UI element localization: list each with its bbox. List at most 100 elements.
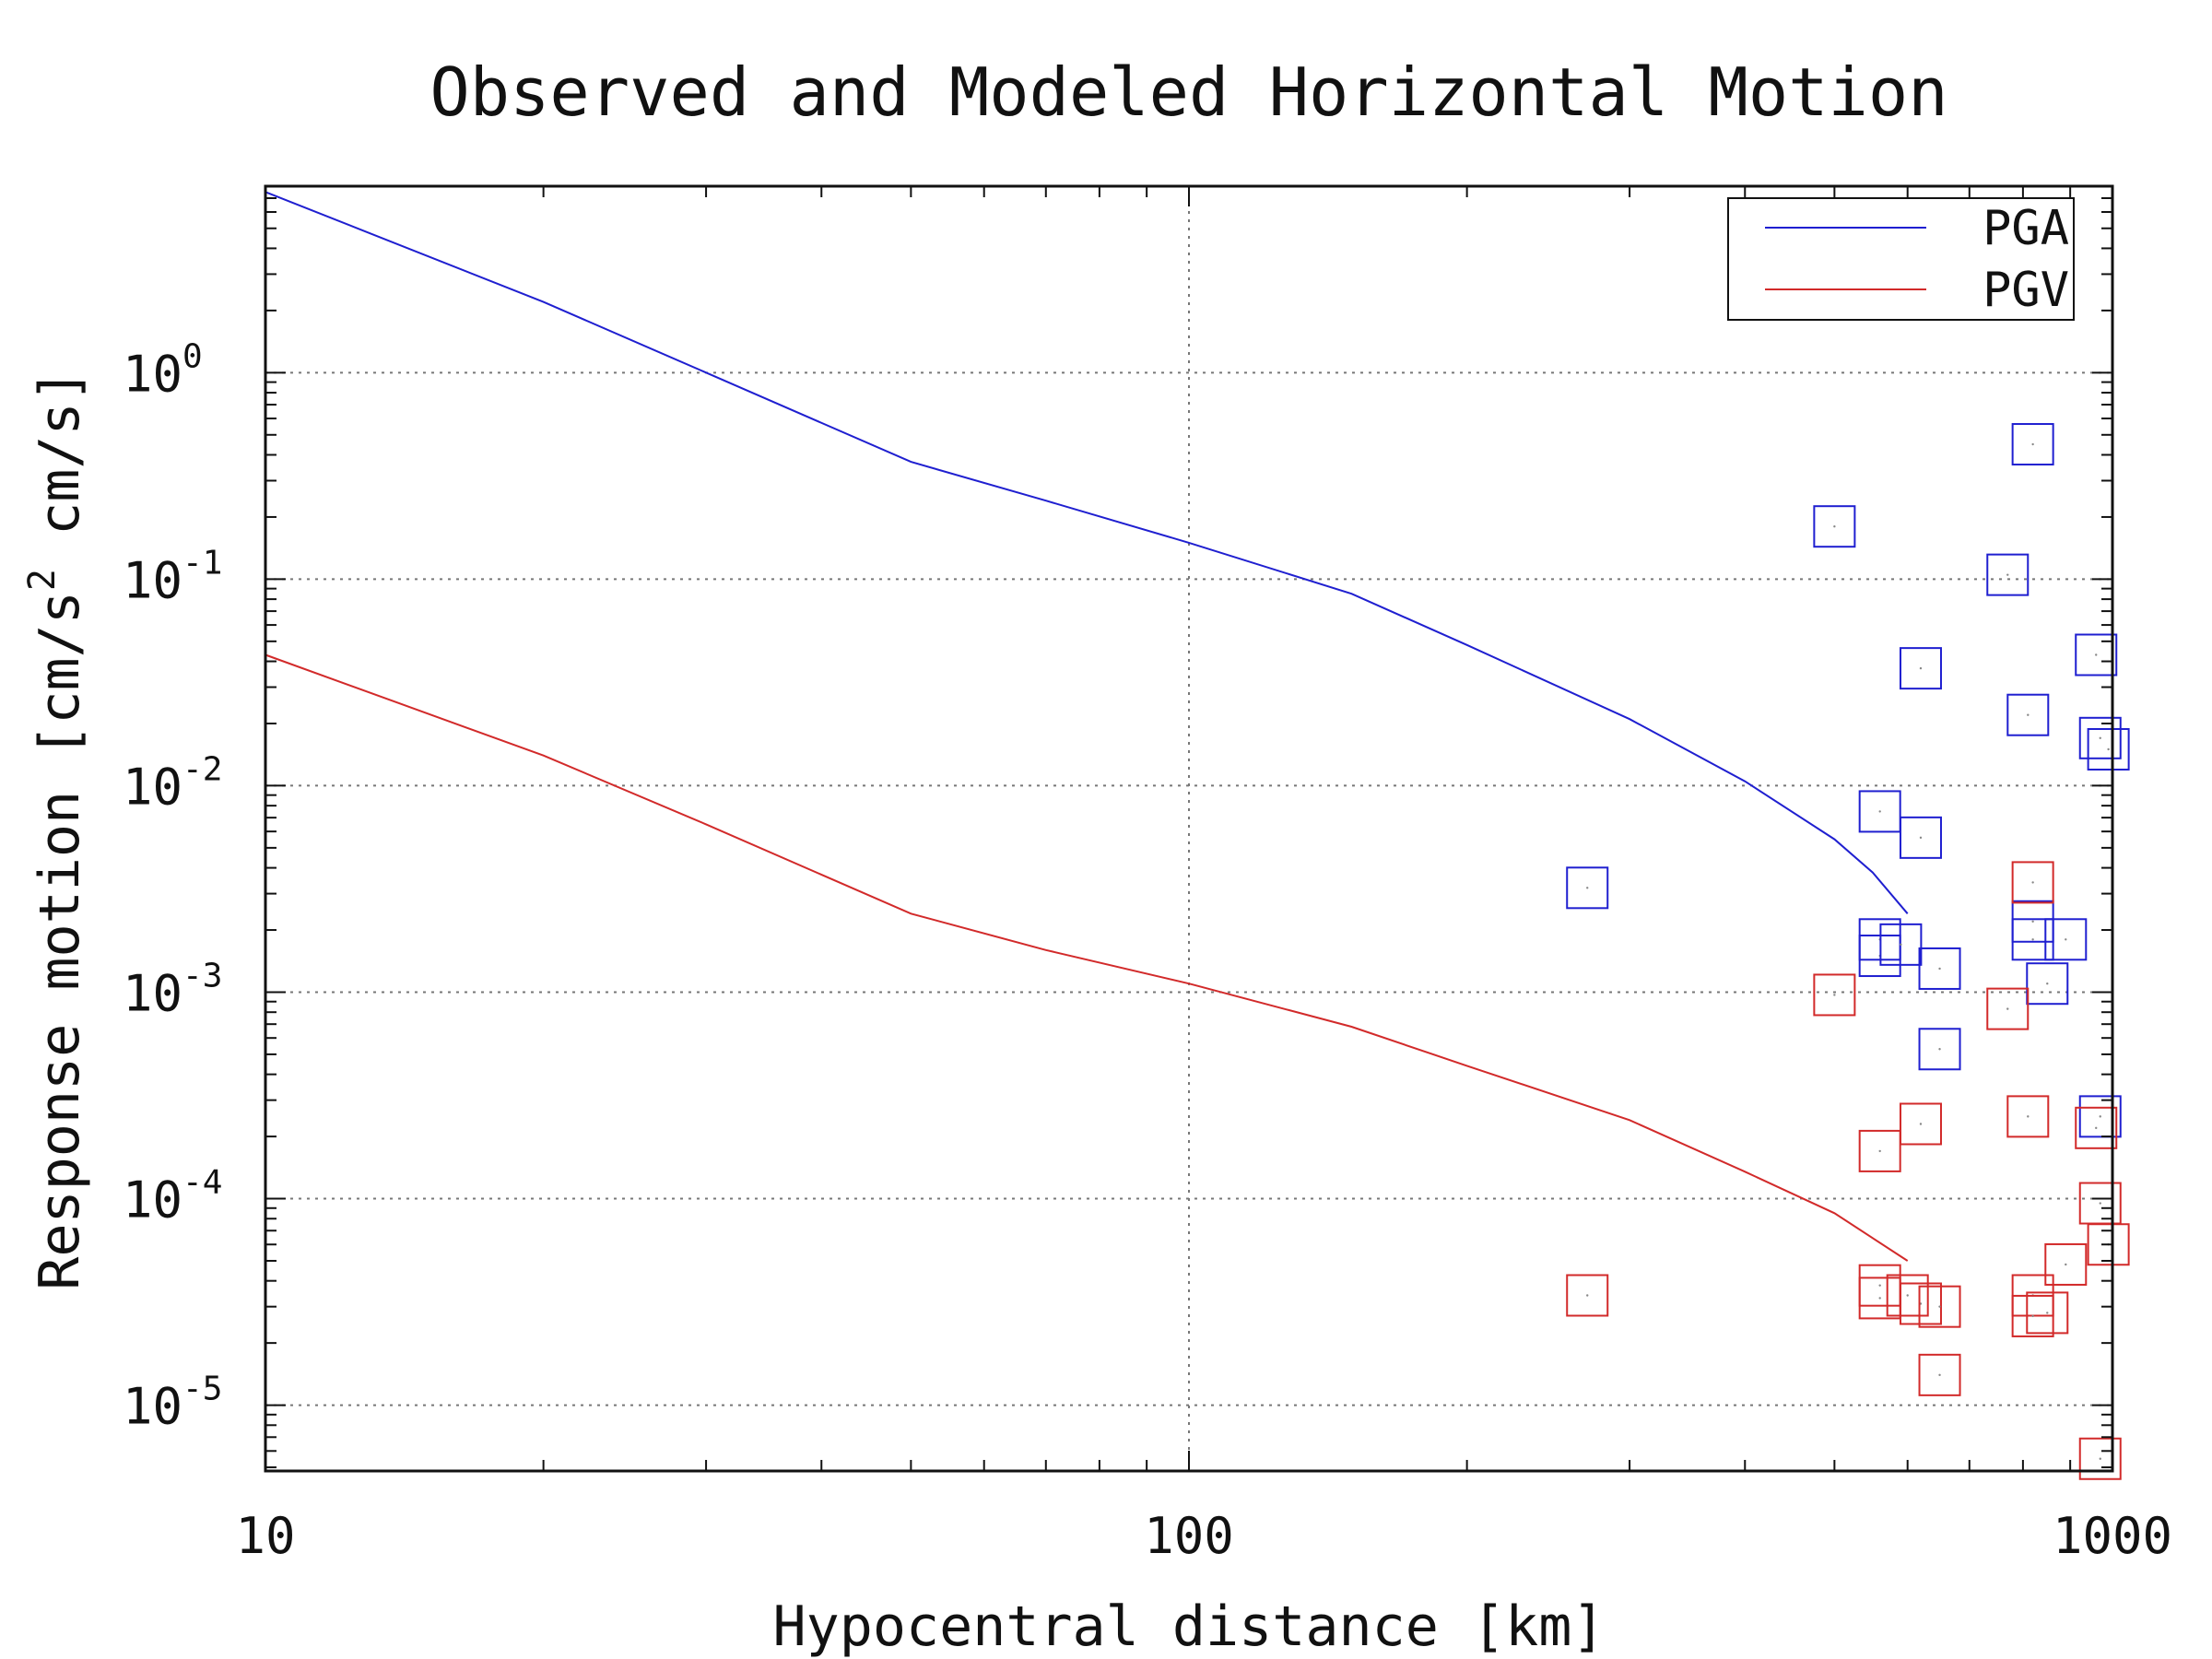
y-tick-base: 10 [123,1378,182,1436]
pgv-observed-center [2006,1007,2009,1010]
pga-observed-point [1918,947,1961,990]
grid [265,186,2112,1471]
pga-observed-center [1938,967,1941,971]
pgv-observed-center [2046,1312,2049,1314]
legend-label-pga: PGA [1983,201,2069,256]
pga-observed-point [2075,633,2118,677]
pgv-observed-center [1906,1294,1909,1297]
pga-observed-center [1878,810,1881,813]
pgv-observed-point [2011,1294,2054,1337]
pgv-observed-point [1918,1285,1961,1328]
pgv-observed-point [1986,987,2030,1030]
y-tick-exponent: -2 [182,750,222,788]
y-tick-label: 10-3 [123,957,222,1022]
legend-label-pgv: PGV [1983,263,2069,318]
pga-observed-center [1900,943,1902,947]
pga-observed-center [2031,920,2034,923]
pgv-model-line [265,653,1909,1262]
y-axis-label-tail: cm/s] [28,369,92,569]
pgv-observed-point [1899,1282,1942,1325]
pgv-observed-center [2031,1314,2034,1318]
y-tick-base: 10 [123,964,182,1022]
pgv-observed-center [1586,1294,1589,1297]
pgv-observed-center [1878,1149,1881,1153]
y-tick-exponent: -3 [182,957,222,994]
pga-observed-point [2026,962,2069,1006]
pga-observed-point [2078,1095,2122,1138]
pgv-observed-point [2006,1095,2050,1138]
y-tick-exponent: -1 [182,544,222,582]
pgv-observed-point [2078,1437,2122,1480]
pga-observed-point [1858,790,1901,833]
pgv-observed-point [2087,1223,2130,1266]
pga-observed-center [2065,938,2067,941]
y-axis-label-main: Response motion [cm/s [28,591,92,1290]
pga-observed-point [1918,1028,1961,1071]
pga-observed-center [2095,653,2098,656]
axis-ticks [265,185,2113,1471]
y-tick-label: 10-5 [123,1371,222,1436]
y-tick-exponent: -5 [182,1371,222,1408]
pgv-observed-center [2095,1126,2098,1130]
legend-box [1727,197,2075,321]
pga-observed-point [2011,918,2054,961]
pga-observed-center [1919,666,1923,670]
x-tick-label: 1000 [2053,1507,2172,1565]
pgv-observed-center [1878,1297,1881,1300]
y-tick-label: 10-1 [123,544,222,609]
y-tick-base: 10 [123,1171,182,1230]
pgv-observed-point [1886,1274,1929,1317]
pga-model-line [265,191,1909,914]
y-tick-base: 10 [123,345,182,403]
pga-observed-center [2031,938,2034,941]
chart-title: Observed and Modeled Horizontal Motion [429,53,1947,131]
y-tick-base: 10 [123,758,182,816]
pgv-observed-point [2044,1242,2088,1286]
pga-observed-point [1986,553,2030,596]
pga-observed-point [1813,505,1856,548]
pga-observed-point [2011,423,2054,466]
pga-observed-center [2046,982,2049,985]
series-layer [265,191,2130,1480]
pga-observed-point [1879,923,1923,966]
pgv-observed-center [2027,1115,2030,1118]
pgv-observed-point [1918,1353,1961,1396]
pga-observed-center [1586,887,1589,889]
pgv-observed-center [1919,1123,1923,1125]
pga-observed-point [1899,647,1942,690]
pga-observed-point [1566,866,1609,910]
y-axis-label: Response motion [cm/s2 cm/s] [21,369,92,1289]
pga-observed-center [1833,524,1836,528]
pga-observed-center [1919,836,1923,840]
pgv-observed-point [2011,861,2054,904]
legend: PGA PGV [1727,197,2075,321]
pga-observed-point [2078,716,2122,759]
pga-observed-point [1899,816,1942,859]
pgv-observed-point [1858,1129,1901,1172]
pgv-observed-center [1878,1284,1881,1287]
pga-observed-point [2006,693,2050,736]
y-axis-label-superscript: 2 [21,569,64,591]
y-tick-label: 10-2 [123,750,222,816]
pgv-observed-point [1899,1102,1942,1146]
pgv-observed-point [2026,1291,2069,1335]
pga-observed-center [2027,713,2030,716]
y-tick-exponent: 0 [182,337,203,375]
pga-observed-center [2006,573,2009,576]
x-tick-labels: 10 100 1000 [235,1507,2172,1565]
y-tick-base: 10 [123,551,182,609]
pga-observed-center [2099,1115,2101,1118]
pgv-observed-center [2031,881,2034,884]
pgv-observed-center [2065,1263,2067,1266]
pga-observed-center [1938,1048,1941,1051]
x-axis-label: Hypocentral distance [km] [772,1594,1605,1659]
pga-observed-center [2031,442,2034,446]
x-tick-label: 100 [1144,1507,1234,1565]
pga-observed-point [2044,918,2088,961]
y-tick-label: 10-4 [123,1164,222,1230]
pgv-observed-point [1566,1274,1609,1317]
pga-observed-center [2099,736,2101,740]
pgv-observed-center [1938,1373,1941,1377]
